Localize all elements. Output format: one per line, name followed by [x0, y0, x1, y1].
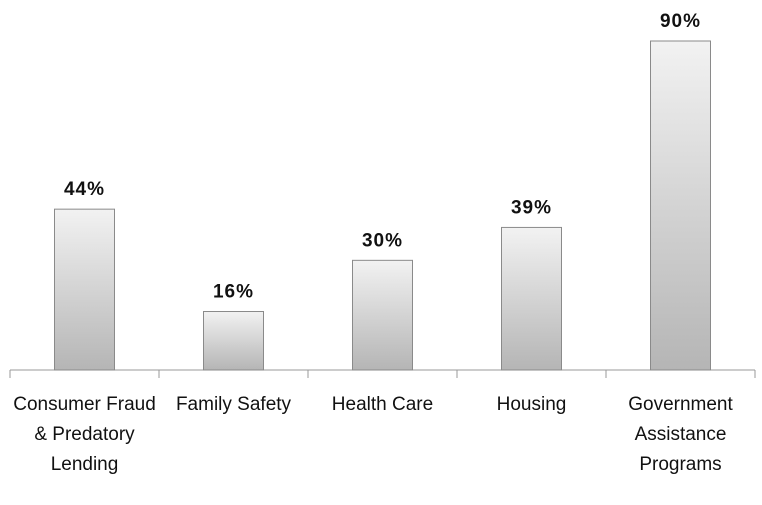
x-tick-label: Housing	[496, 394, 567, 415]
x-tick-label: Health Care	[331, 394, 434, 415]
x-tick-label: Family Safety	[175, 394, 292, 415]
bar	[501, 226, 562, 371]
x-tick-label: Consumer Fraud & Predatory Lending	[13, 394, 156, 475]
value-label: 30%	[362, 230, 403, 251]
value-label: 90%	[660, 11, 701, 32]
bar	[54, 208, 115, 371]
value-label: 44%	[64, 179, 105, 200]
bar	[352, 259, 413, 371]
value-label: 16%	[213, 282, 254, 303]
bar	[650, 40, 711, 371]
value-label: 39%	[511, 197, 552, 218]
x-tick-label: Government Assistance Programs	[628, 394, 733, 475]
bar	[203, 311, 264, 371]
